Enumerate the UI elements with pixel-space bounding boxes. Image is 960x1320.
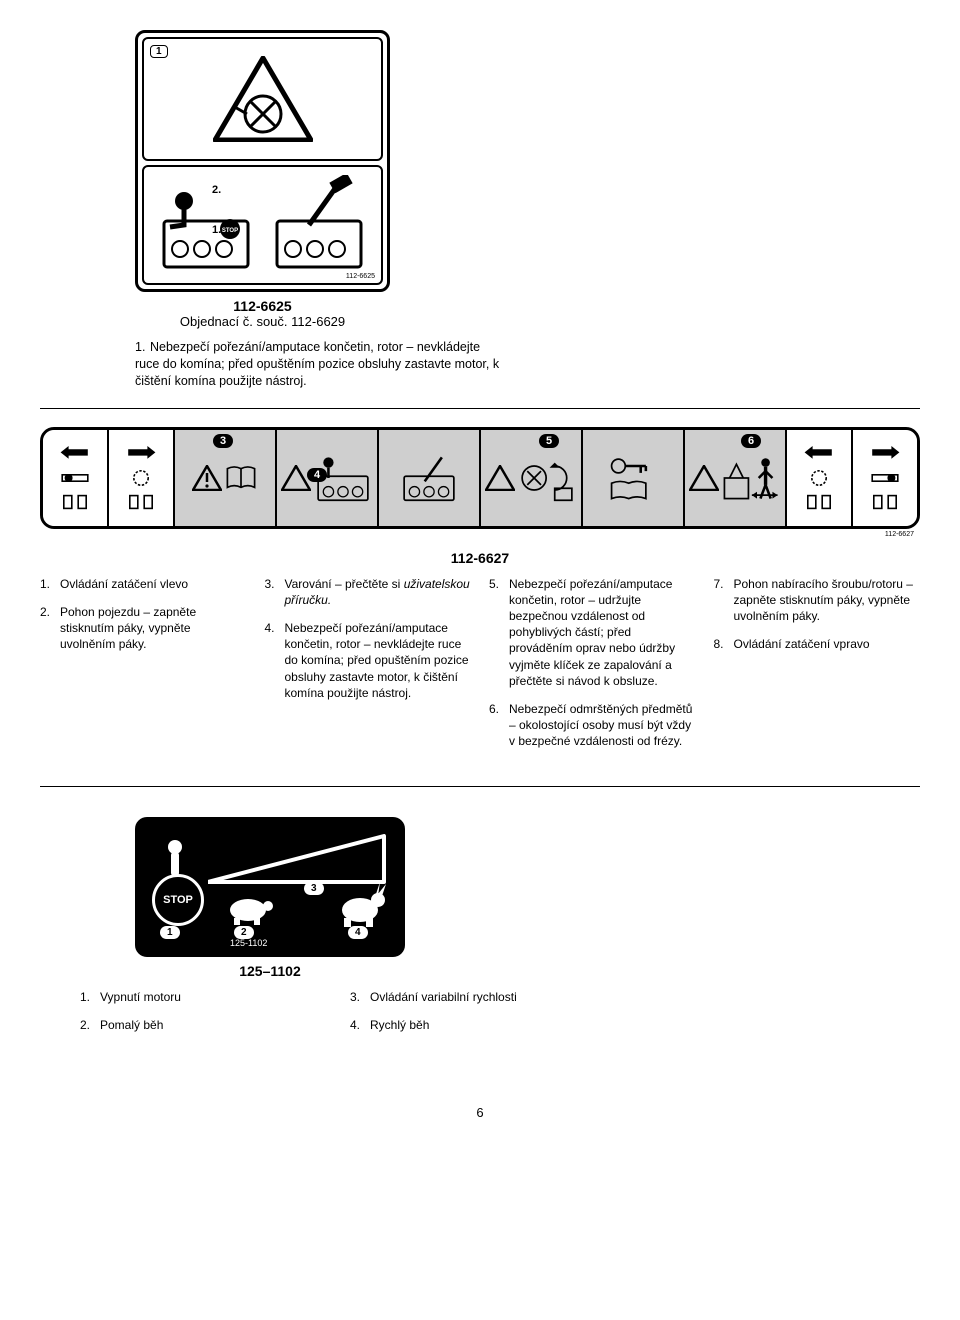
list-item: 6.Nebezpečí odmrštěných předmětů – okolo… [489, 701, 696, 750]
panel-cell-2: 2 [109, 430, 175, 526]
order-prefix: Objednací č. souč. [180, 314, 288, 329]
item-text: Nebezpečí pořezání/amputace končetin, ro… [135, 340, 499, 388]
tool-scene-icon [269, 175, 369, 275]
panel-cell-1: 1 [43, 430, 109, 526]
list-item: 5.Nebezpečí pořezání/amputace končetin, … [489, 576, 696, 689]
speed-wedge-icon [208, 834, 388, 886]
bubble-3: 3 [213, 434, 233, 448]
svg-text:STOP: STOP [222, 228, 238, 234]
bubble-4: 4 [348, 926, 368, 939]
operator-scene-icon: 2. 1. STOP [156, 175, 256, 275]
bubble-1: 1 [55, 427, 75, 430]
part-number: 112-6625 [135, 298, 390, 314]
callout-1: 1 [150, 45, 168, 58]
step1-label: 1. [212, 224, 221, 236]
speed-partno: 125-1102 [230, 938, 267, 948]
lever-icon [869, 468, 901, 488]
turtle-icon [224, 892, 274, 926]
bubble-6: 6 [741, 434, 761, 448]
key-manual-icon [603, 448, 663, 508]
warning-triangle-icon [213, 56, 313, 142]
speed-panel: STOP 1 2 3 4 125-1102 [135, 817, 405, 957]
bubble-8: 8 [865, 427, 885, 430]
step2-label: 2. [212, 184, 221, 196]
list-item: 4.Nebezpečí pořezání/amputace končetin, … [265, 620, 472, 701]
panel-title: 112-6627 [40, 550, 920, 566]
decal-top-panel: 1 [142, 37, 383, 161]
page-number: 6 [40, 1105, 920, 1120]
panel-tiny-partno: 112-6627 [40, 531, 920, 538]
order-number: 112-6629 [291, 314, 345, 329]
panel-cell-7: 7 [787, 430, 853, 526]
panel-cell-4: 4 [277, 430, 379, 526]
hazard-scene-4b-icon [399, 448, 459, 508]
panel-cell-5: 5 [481, 430, 583, 526]
col-3: 5.Nebezpečí pořezání/amputace končetin, … [489, 576, 696, 762]
decal-frame: 1 2. 1. STOP [135, 30, 390, 292]
bubble-4: 4 [307, 468, 327, 482]
warning-icon [689, 465, 719, 491]
bystander-icon [721, 448, 781, 508]
list-item: 7.Pohon nabíracího šroubu/rotoru – zapně… [714, 576, 921, 625]
warning-icon [192, 465, 222, 491]
list-item: 3.Ovládání variabilní rychlosti [350, 989, 580, 1005]
list-item: 2.Pomalý běh [80, 1017, 310, 1033]
drive-dial-icon [125, 468, 157, 488]
col-1: 1.Ovládání zatáčení vlevo 2.Pohon pojezd… [40, 576, 247, 762]
steer-left-top-icon [59, 444, 91, 464]
steer-left-bot-icon [59, 492, 91, 512]
list-item: 3.Varování – přečtěte si uživatelskou př… [265, 576, 472, 608]
s3-col-2: 3.Ovládání variabilní rychlosti 4.Rychlý… [350, 989, 580, 1045]
list-item: 1.Ovládání zatáčení vlevo [40, 576, 247, 592]
drive-bot-icon [125, 492, 157, 512]
panel-cell-8: 8 [853, 430, 917, 526]
bubble-7: 7 [799, 427, 819, 430]
stop-icon: STOP [152, 874, 204, 926]
stop-stem [171, 852, 179, 876]
s3-col-1: 1.Vypnutí motoru 2.Pomalý běh [80, 989, 310, 1045]
list-item: 1.Vypnutí motoru [80, 989, 310, 1005]
panel-cell-5b [583, 430, 685, 526]
section1-labels: 112-6625 Objednací č. souč. 112-6629 [135, 298, 390, 329]
separator [40, 408, 920, 409]
rabbit-icon [334, 882, 390, 928]
section1-description: 1.Nebezpečí pořezání/amputace končetin, … [135, 339, 505, 390]
list-item: 4.Rychlý běh [350, 1017, 580, 1033]
col-2: 3.Varování – přečtěte si uživatelskou př… [265, 576, 472, 762]
bubble-5: 5 [539, 434, 559, 448]
control-panel: 1 2 3 4 [40, 427, 920, 529]
steer-right-top-icon [869, 444, 901, 464]
bubble-2: 2 [121, 427, 141, 430]
panel-cell-3: 3 [175, 430, 277, 526]
bubble-3: 3 [304, 882, 324, 895]
separator [40, 786, 920, 787]
warning-icon [281, 465, 311, 491]
decal-112-6625: 1 2. 1. STOP [135, 30, 390, 292]
tiny-part-number: 112-6625 [346, 273, 375, 280]
warning-icon [485, 465, 515, 491]
manual-icon [224, 465, 258, 491]
panel-cell-6: 6 [685, 430, 787, 526]
section3-legend: 1.Vypnutí motoru 2.Pomalý běh 3.Ovládání… [80, 989, 580, 1045]
auger-dial-icon [803, 468, 835, 488]
legend-columns: 1.Ovládání zatáčení vlevo 2.Pohon pojezd… [40, 576, 920, 762]
auger-top-icon [803, 444, 835, 464]
decal-125-1102: STOP 1 2 3 4 125-1102 [135, 817, 405, 957]
lever-icon [59, 468, 91, 488]
list-item: 8.Ovládání zatáčení vpravo [714, 636, 921, 652]
panel-cell-4b [379, 430, 481, 526]
auger-bot-icon [803, 492, 835, 512]
col-4: 7.Pohon nabíracího šroubu/rotoru – zapně… [714, 576, 921, 762]
list-item: 2.Pohon pojezdu – zapněte stisknutím pák… [40, 604, 247, 653]
decal-112-6627: 1 2 3 4 [40, 427, 920, 538]
drive-top-icon [125, 444, 157, 464]
bubble-1: 1 [160, 926, 180, 939]
decal-bottom-panel: 2. 1. STOP 112-6625 [142, 165, 383, 285]
steer-right-bot-icon [869, 492, 901, 512]
item-number: 1. [135, 339, 150, 356]
section3-title: 125–1102 [135, 963, 405, 979]
hazard-scene-5-icon [517, 448, 577, 508]
